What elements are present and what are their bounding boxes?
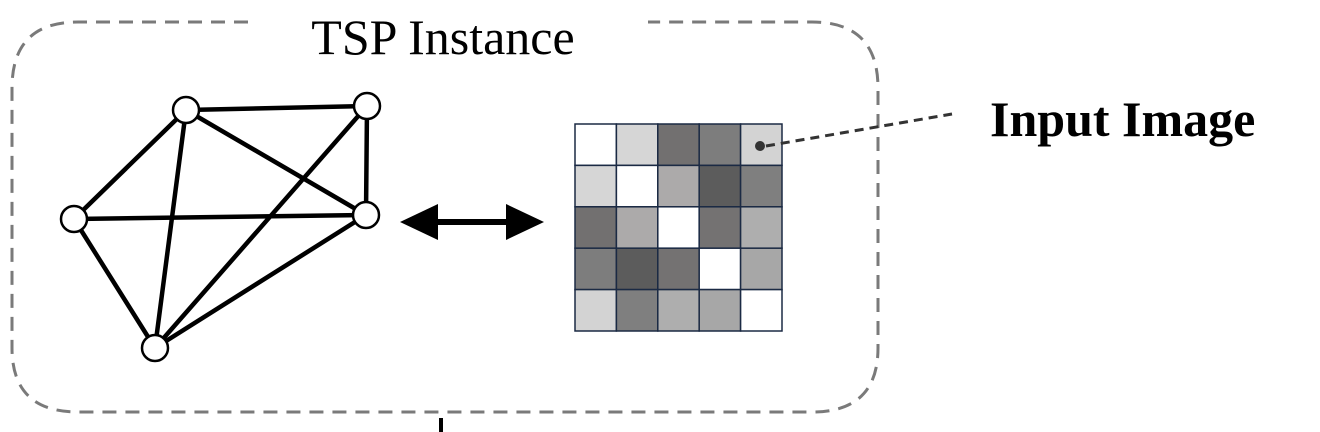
matrix-cell-r2-c1 [615, 206, 659, 249]
graph-nodes [59, 91, 382, 363]
matrix-cell-r4-c1 [615, 288, 659, 332]
graph-edge-1-4 [152, 107, 189, 351]
matrix-cell-r3-c2 [657, 247, 700, 291]
matrix-cell-r0-c1 [615, 123, 659, 167]
matrix-cell-r3-c0 [574, 247, 618, 291]
matrix-cell-r0-c3 [698, 123, 742, 167]
graph-edge-3-4 [152, 212, 369, 351]
graph-edge-2-3 [363, 103, 370, 218]
matrix-cell-r0-c2 [657, 123, 700, 167]
graph-edge-0-4 [71, 216, 158, 351]
frame-title: TSP Instance [311, 9, 574, 65]
graph-node-1 [171, 95, 201, 125]
callout-label: Input Image [990, 91, 1255, 147]
distance-matrix-image [574, 123, 783, 332]
callout-leader-line [765, 112, 953, 148]
instance-frame [10, 20, 880, 414]
matrix-cell-r1-c3 [698, 164, 742, 208]
graph-node-0 [59, 204, 89, 234]
matrix-cell-r2-c4 [739, 206, 783, 249]
callout-anchor-dot [755, 141, 765, 151]
matrix-cell-r1-c4 [739, 164, 783, 208]
matrix-cell-r4-c3 [698, 288, 742, 332]
matrix-cell-r3-c1 [615, 247, 659, 291]
tsp-graph [59, 91, 382, 363]
graph-node-2 [352, 91, 382, 121]
graph-edge-0-3 [71, 212, 369, 222]
matrix-cell-r1-c1 [615, 164, 659, 208]
matrix-cell-r4-c4 [739, 288, 783, 332]
graph-node-3 [351, 200, 381, 230]
matrix-cell-r4-c2 [657, 288, 700, 332]
graph-node-4 [140, 333, 170, 363]
matrix-cell-r3-c3 [698, 247, 742, 291]
matrix-cell-r1-c2 [657, 164, 700, 208]
matrix-cell-r2-c3 [698, 206, 742, 249]
graph-edge-0-1 [71, 107, 189, 222]
matrix-cell-r3-c4 [739, 247, 783, 291]
matrix-cell-r0-c0 [574, 123, 618, 167]
graph-edge-1-2 [183, 103, 370, 113]
matrix-cell-r1-c0 [574, 164, 618, 208]
graph-edge-1-3 [183, 107, 369, 218]
matrix-cell-r2-c0 [574, 206, 618, 249]
matrix-cell-r2-c2 [657, 206, 700, 249]
graph-edge-2-4 [152, 103, 370, 351]
double-headed-arrow-icon [400, 204, 544, 240]
matrix-cell-r4-c0 [574, 288, 618, 332]
graph-edges [71, 103, 370, 351]
